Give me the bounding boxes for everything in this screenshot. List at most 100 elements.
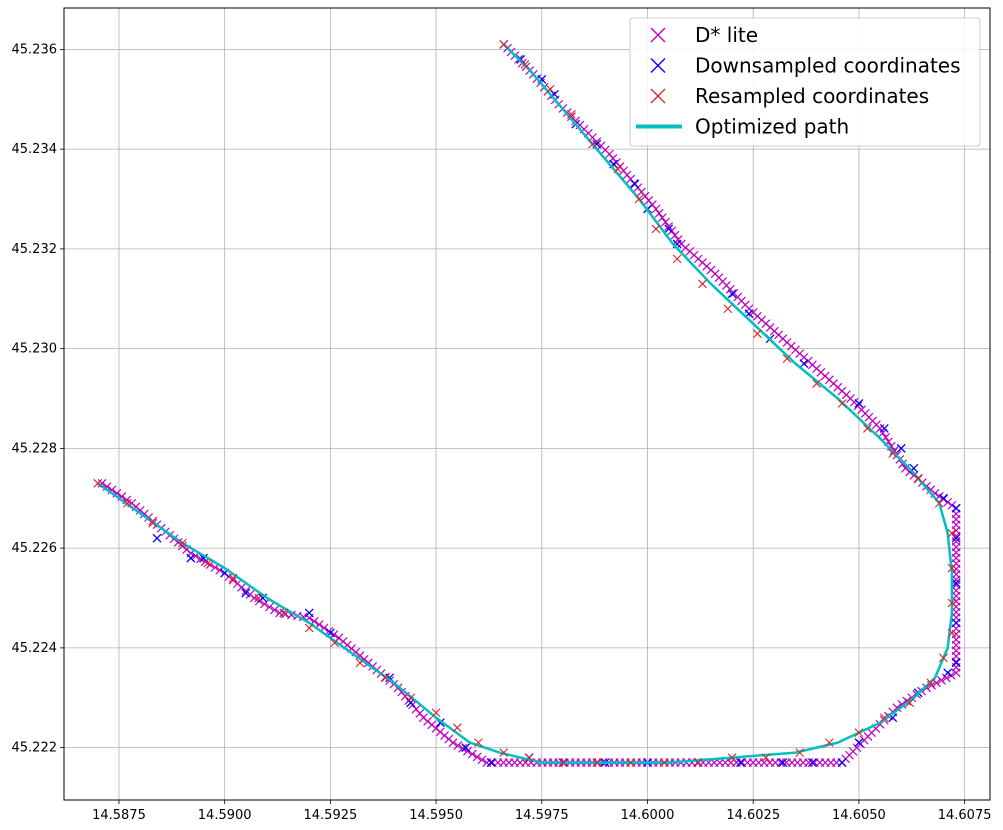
marker-stroke: [472, 752, 482, 762]
downsampled-point: [854, 399, 864, 408]
marker-stroke: [782, 354, 792, 364]
marker-stroke: [254, 593, 263, 603]
marker-stroke: [941, 673, 951, 683]
downsampled-point: [943, 668, 953, 678]
marker-stroke: [651, 224, 661, 234]
marker-stroke: [458, 743, 468, 753]
marker-stroke: [330, 638, 340, 648]
marker-stroke: [939, 653, 948, 663]
marker-stroke: [499, 40, 509, 49]
axis-ticks: 14.5875 14.5900 14.5925 14.5950 14.5975 14.60…: [12, 42, 992, 823]
marker-stroke: [452, 723, 462, 733]
marker-stroke: [753, 329, 762, 339]
marker-stroke: [664, 222, 674, 231]
marker-stroke: [567, 109, 576, 119]
marker-stroke: [723, 304, 733, 314]
marker-stroke: [93, 478, 103, 488]
marker-stroke: [889, 446, 899, 456]
resampled-point: [947, 598, 957, 608]
resampled-point: [753, 329, 762, 339]
series-layer: [93, 39, 961, 768]
resampled-point: [93, 478, 103, 488]
series-resampled: [93, 40, 957, 767]
resampled-point: [452, 723, 462, 733]
dstar-point: [97, 478, 107, 488]
marker-stroke: [943, 668, 953, 678]
marker-stroke: [670, 230, 680, 240]
marker-stroke: [936, 675, 946, 685]
marker-stroke: [778, 758, 788, 768]
marker-stroke: [905, 698, 915, 708]
marker-stroke: [862, 424, 872, 433]
marker-stroke: [761, 753, 771, 762]
downsampled-point: [799, 359, 809, 369]
resampled-point: [837, 399, 847, 408]
marker-stroke: [799, 359, 809, 369]
marker-stroke: [660, 758, 669, 767]
resampled-point: [723, 304, 733, 314]
downsampled-point: [736, 758, 745, 768]
marker-stroke: [524, 753, 534, 762]
marker-stroke: [186, 553, 196, 563]
resampled-point: [947, 528, 957, 538]
axes-frame: [63, 7, 991, 801]
marker-stroke: [927, 680, 936, 690]
marker-stroke: [97, 478, 107, 488]
resampled-point: [592, 758, 602, 767]
legend-label: Optimized path: [695, 115, 849, 139]
x-tick-label: 14.5875: [92, 808, 146, 823]
marker-stroke: [934, 498, 944, 508]
marker-stroke: [259, 599, 269, 609]
marker-stroke: [650, 88, 666, 104]
marker-stroke: [807, 758, 817, 768]
resampled-point: [888, 448, 898, 458]
marker-stroke: [888, 448, 898, 458]
resampled-point: [947, 628, 957, 638]
resampled-point: [431, 708, 441, 718]
marker-stroke: [453, 741, 463, 750]
dstar-point: [265, 602, 274, 612]
resampled-point: [782, 354, 792, 364]
resampled-point: [693, 758, 703, 767]
marker-stroke: [270, 605, 279, 615]
resampled-point: [761, 753, 771, 762]
marker-stroke: [431, 708, 441, 718]
resampled-point: [934, 498, 944, 508]
resampled-point: [545, 84, 555, 94]
resampled-point: [634, 194, 644, 204]
resampled-point: [651, 224, 661, 234]
dstar-point: [664, 222, 674, 231]
dstar-point: [892, 703, 902, 713]
marker-stroke: [626, 758, 635, 767]
dstar-point: [453, 741, 463, 750]
legend-label: Resampled coordinates: [695, 84, 929, 108]
marker-stroke: [592, 758, 602, 767]
downsampled-point: [951, 618, 961, 628]
y-tick-label: 45.236: [12, 42, 58, 57]
marker-stroke: [654, 208, 664, 218]
marker-stroke: [520, 59, 530, 69]
resampled-point: [854, 728, 864, 738]
dstar-point: [249, 593, 259, 603]
marker-stroke: [698, 279, 707, 289]
downsampled-point: [951, 578, 961, 588]
resampled-point: [203, 558, 213, 568]
marker-stroke: [435, 718, 445, 728]
dstar-point: [936, 675, 946, 685]
marker-stroke: [613, 164, 623, 174]
downsampled-point: [778, 758, 788, 768]
dstar-point: [654, 208, 664, 218]
legend-item: Resampled coordinates: [650, 84, 929, 108]
resampled-point: [499, 748, 509, 758]
resampled-point: [254, 593, 263, 603]
resampled-point: [330, 638, 340, 648]
marker-stroke: [664, 224, 674, 234]
dstar-point: [472, 752, 482, 762]
legend-item: Optimized path: [636, 115, 849, 139]
dstar-point: [889, 446, 899, 456]
marker-stroke: [837, 399, 847, 408]
marker-stroke: [947, 563, 957, 573]
resampled-point: [926, 678, 936, 688]
x-tick-label: 14.5975: [515, 808, 569, 823]
resampled-point: [660, 758, 669, 767]
